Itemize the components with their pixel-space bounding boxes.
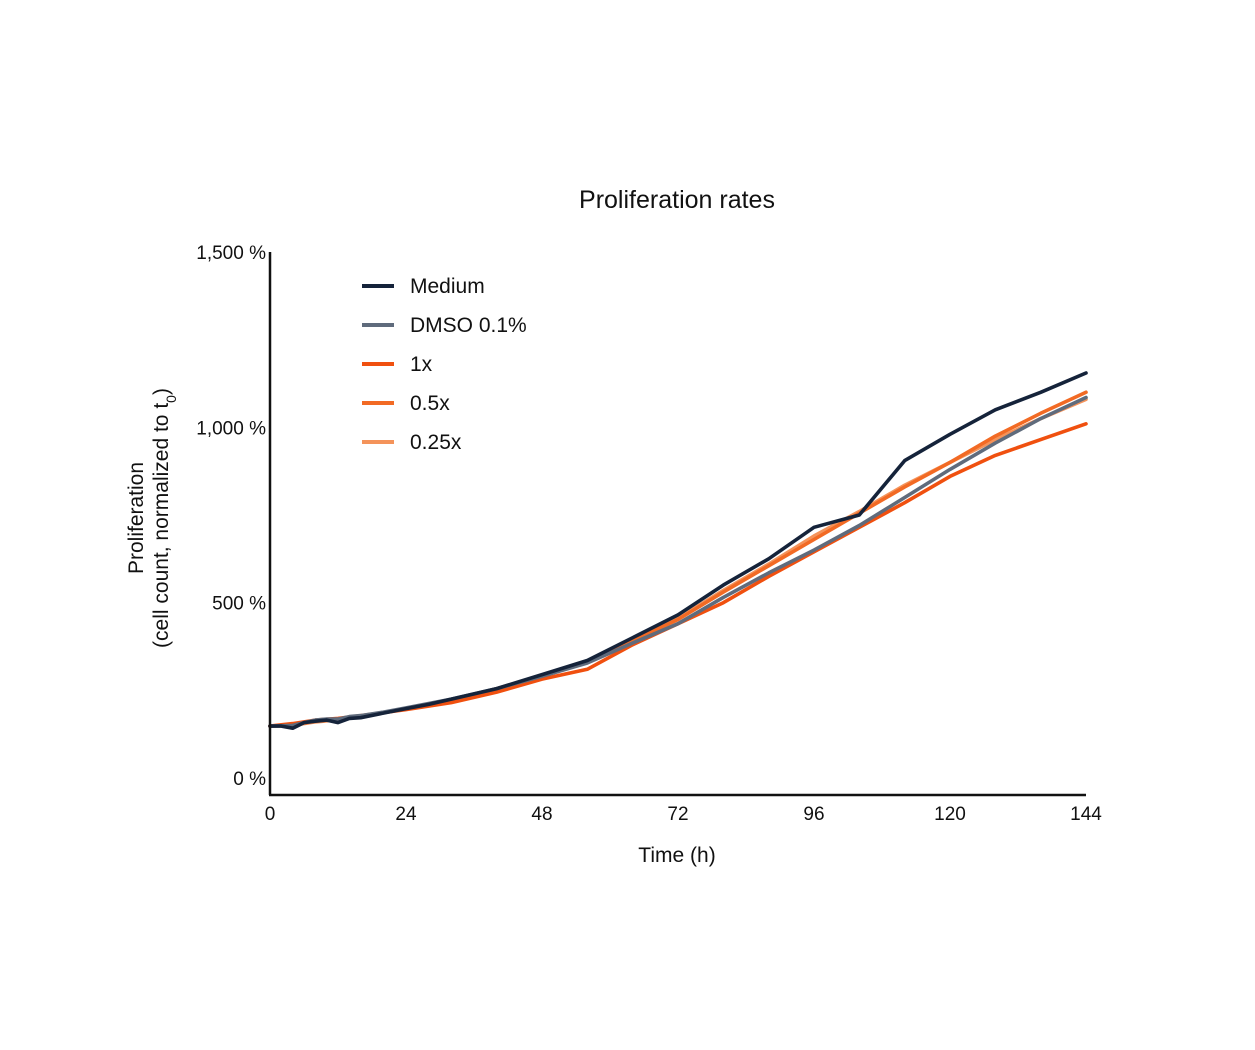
y-axis-label-subscript: 0 [163,395,179,403]
x-tick-label-4: 96 [803,804,824,825]
x-tick-label-6: 144 [1070,804,1102,825]
y-axis-label-suffix: ) [150,388,173,395]
legend-label-0-5x: 0.5x [410,392,450,415]
series-group [268,371,1088,730]
y-axis-label: Proliferation (cell count, normalized to… [125,388,179,648]
legend-label-0-25x: 0.25x [410,431,462,454]
legend-label-medium: Medium [410,275,485,298]
series-line-1x [268,422,1088,728]
x-tick-label-3: 72 [667,804,688,825]
chart-title: Proliferation rates [579,186,775,214]
series-line-medium [268,371,1088,730]
x-tick-label-0: 0 [265,804,276,825]
x-tick-label-1: 24 [395,804,417,825]
y-tick-label-3: 1,500 % [196,243,266,264]
series-line-dmso-0-1 [268,395,1088,728]
legend: Medium DMSO 0.1% 1x 0.5x 0.25x [362,275,527,454]
x-tick-labels: 0 24 48 72 96 120 144 [265,804,1103,825]
x-axis-label: Time (h) [638,844,715,867]
y-tick-label-1: 500 % [212,594,266,615]
y-tick-label-0: 0 % [233,769,266,790]
x-tick-label-2: 48 [531,804,552,825]
x-tick-label-5: 120 [934,804,966,825]
y-axis-label-line2: (cell count, normalized to t0) [150,388,179,648]
series-line-0-25x [268,397,1088,728]
y-axis-label-prefix: (cell count, normalized to t [150,403,173,648]
y-tick-labels: 0 % 500 % 1,000 % 1,500 % [196,243,266,790]
legend-label-dmso-0-1: DMSO 0.1% [410,314,527,337]
legend-label-1x: 1x [410,353,433,376]
y-tick-label-2: 1,000 % [196,418,266,439]
y-axis-label-line1: Proliferation [125,462,148,574]
